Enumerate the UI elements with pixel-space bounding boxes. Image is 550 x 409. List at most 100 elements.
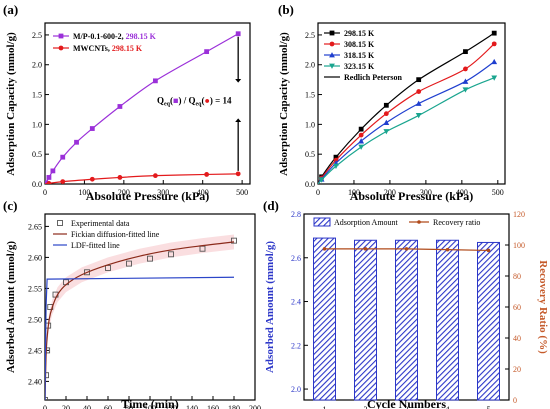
data-point [358,132,364,138]
plot-frame [44,22,251,185]
x-tick-label: 500 [236,188,248,197]
chart-panel-2: (b) 0.0 0.5 1.0 1.5 2.0 2.5 0 100 200 300 400 500 Abs… [278,2,506,203]
legend-label: Experimental data [71,219,130,228]
data-point [383,129,390,135]
y-tick-label: 1.5 [305,91,315,100]
legend-marker [58,33,64,39]
plot-area [45,31,241,184]
data-point [147,255,153,262]
data-point [358,138,365,144]
y-axis-label: Adsorbed Amount (mmol/g) [5,241,17,373]
chart-panel-3: (c) 2.40 2.45 2.50 2.55 2.60 2.65 0 20 40 60 80 100 1… [3,198,261,409]
legend-marker [329,63,335,69]
y-tick-label: 0.0 [305,180,315,189]
x-tick-label: 80 [125,404,133,409]
x-axis-label: Time (min) [121,397,178,409]
y-tick-label: 2.5 [305,31,315,40]
x-axis-label: Absolute Pressure (kPa) [350,189,474,203]
y-right-axis-label: Recovery Ratio (%) [537,260,549,354]
legend-marker [58,45,64,51]
data-point [462,87,469,93]
panel-label: (a) [3,2,18,17]
y-tick-label: 2.6 [291,254,301,263]
y-tick-label: 1.0 [32,120,42,129]
data-point [235,171,241,177]
recovery-point [404,247,409,251]
data-point [126,260,132,267]
x-tick-label: 40 [83,404,91,409]
x-tick-label: 400 [197,188,209,197]
y-tick-label: 0.5 [32,150,42,159]
x-axis-label: Absolute Pressure (kPa) [86,189,210,203]
legend-label: Redlich Peterson [344,73,403,82]
legend-swatch [313,217,331,227]
chart-panel-4: (d) 2.0 2.2 2.4 2.6 2.8 1 2 3 4 5 Cycle Numbers Adso… [263,198,549,409]
x-tick-label: 400 [456,188,468,197]
bar [354,239,377,401]
data-point [45,347,51,354]
x-tick-label: 4 [446,405,450,409]
series-line-2 [45,241,235,400]
data-point [152,78,158,84]
data-point [415,113,422,119]
data-point [358,126,364,132]
x-tick-label: 60 [104,404,112,409]
bar [477,241,500,401]
y-tick-label: 1.5 [32,91,42,100]
series-line-1 [45,33,239,184]
data-point [491,41,497,47]
y-right-tick-label: 80 [513,272,521,281]
y-tick-label: 2.0 [291,385,301,394]
legend: Experimental data Fickian diffusion-fitte… [53,219,160,250]
y-axis-label: Adsorption Capacity (mmol/g) [5,32,17,176]
x-tick-label: 120 [165,404,177,409]
confidence-band [45,234,234,400]
legend-marker [57,220,63,226]
x-tick-label: 3 [405,405,409,409]
plot-area [318,30,498,184]
bar [436,239,459,401]
y-tick-label: 1.0 [305,120,315,129]
legend-label: M/P-0.1-600-2, 298.15 K [73,32,157,41]
y-tick-label: 2.55 [28,284,42,293]
x-tick-label: 300 [420,188,432,197]
legend-label: 308.15 K [344,40,375,49]
series-line-4 [318,77,495,184]
data-point [84,269,90,276]
recovery-point [486,248,491,253]
data-point [50,168,56,174]
y-tick-label: 2.65 [28,222,42,231]
y-axis-label: Adsorbed Amount (mmol/g) [264,241,276,373]
series-line-2 [45,173,239,184]
data-point [60,154,66,160]
x-tick-label: 300 [157,188,169,197]
legend-label: 323.15 K [344,62,375,71]
legend-label: Adsorption Amount [334,218,399,227]
x-tick-label: 100 [78,188,90,197]
x-axis-label: Cycle Numbers [367,397,446,409]
data-point [235,31,241,37]
legend-label: 318.15 K [344,51,375,60]
y-tick-label: 2.60 [28,253,42,262]
ratio-annotation: Qeq(■) / Qeq(●) = 14 [157,96,232,108]
legend-label: MWCNTs, 298.15 K [73,44,143,53]
data-point [152,173,158,179]
bar [395,239,418,401]
panel-label: (d) [263,198,279,213]
legend: M/P-0.1-600-2, 298.15 K MWCNTs, 298.15 K [53,32,157,53]
x-tick-label: 160 [207,404,219,409]
x-tick-label: 0 [43,404,47,409]
data-point [491,58,498,65]
data-point [383,119,390,125]
y-right-tick-label: 20 [513,365,521,374]
data-point [60,179,66,184]
y-right-tick-label: 0 [513,396,517,405]
data-point [415,100,422,106]
x-tick-label: 2 [364,405,368,409]
y-right-tick-label: 60 [513,303,521,312]
x-tick-label: 100 [348,188,360,197]
data-point [383,111,389,117]
data-point [46,181,52,184]
data-point [231,237,237,244]
